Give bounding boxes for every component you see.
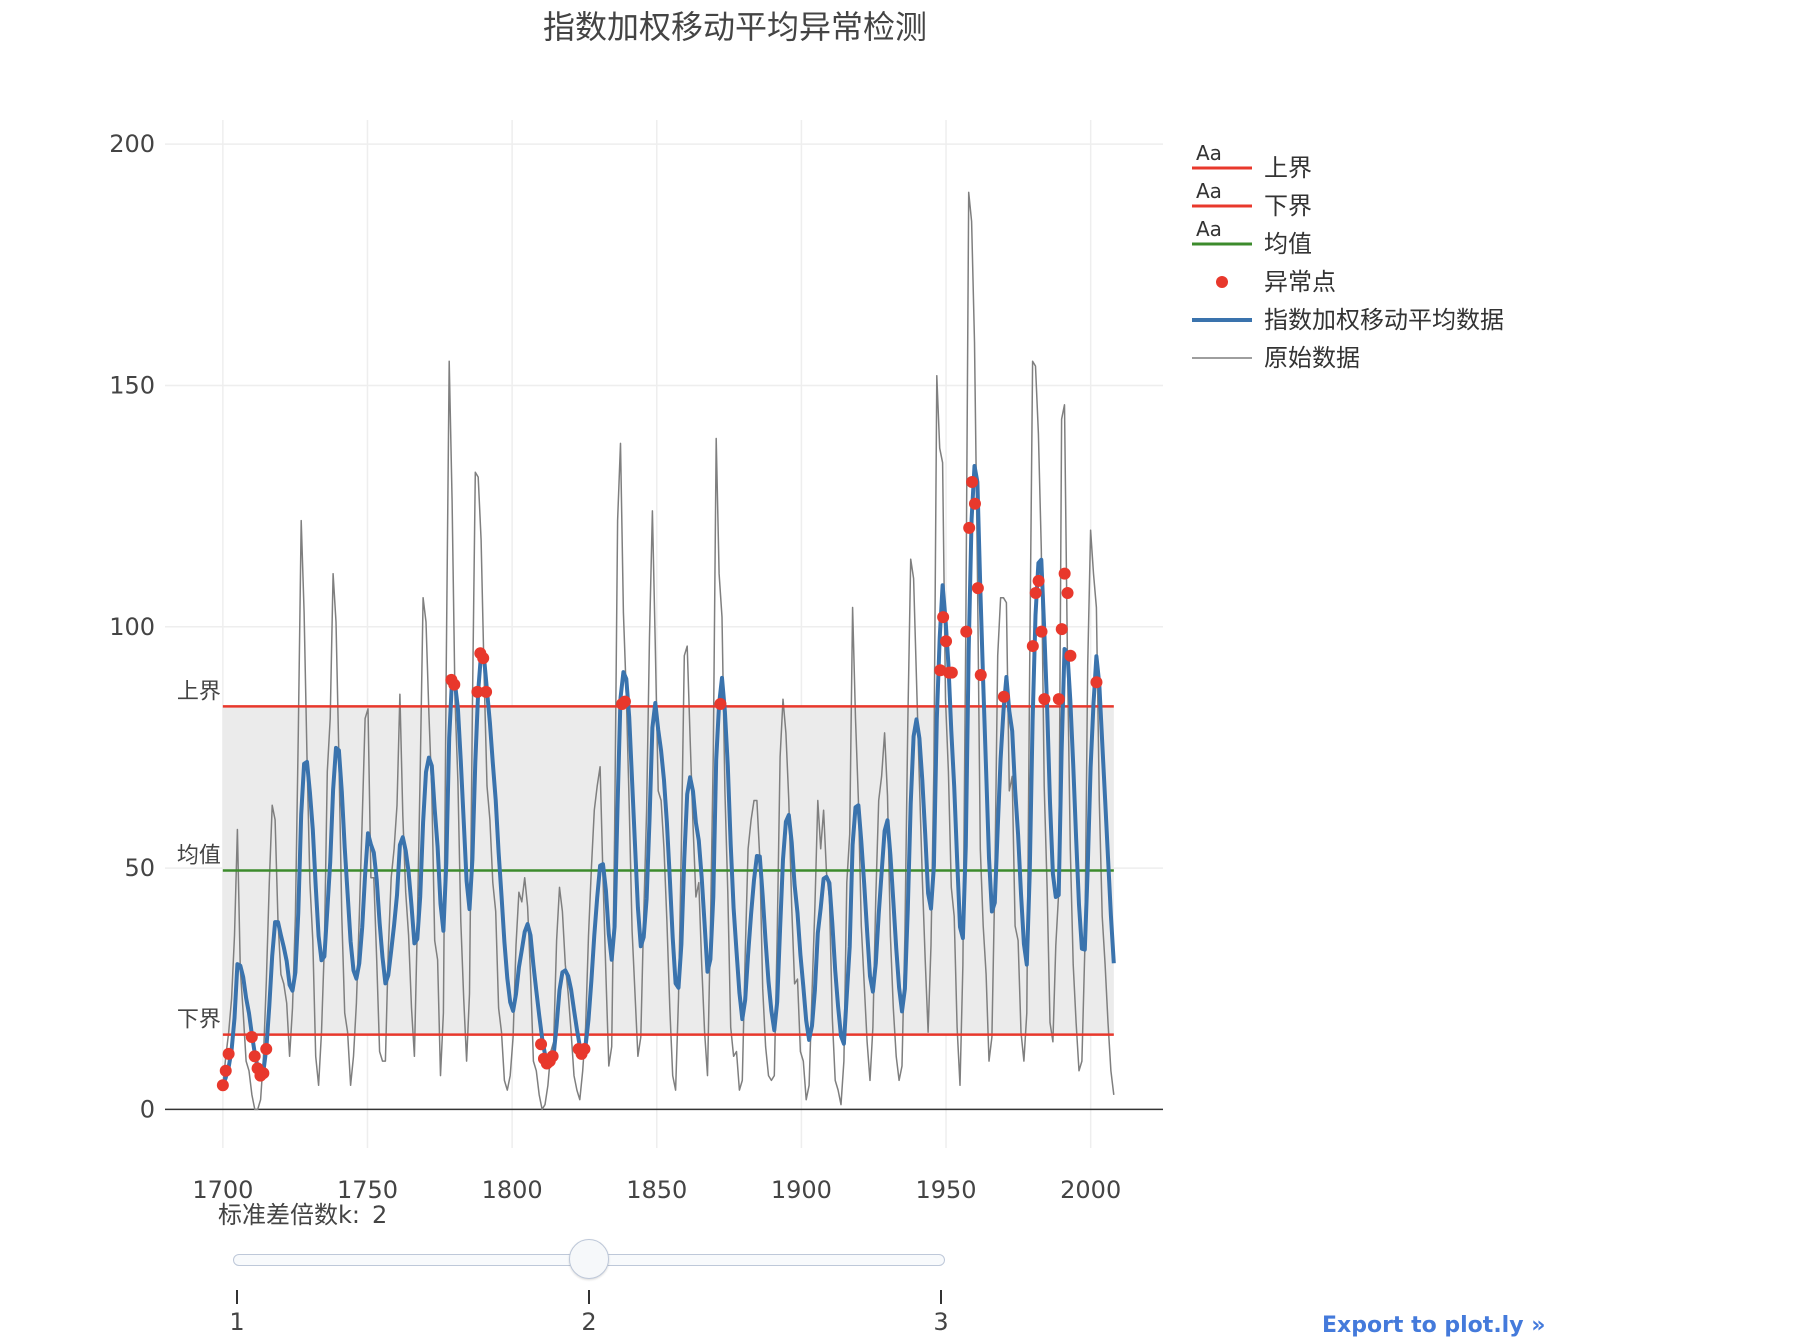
anomaly-point bbox=[1026, 640, 1039, 653]
anomaly-point bbox=[937, 611, 950, 624]
legend-swatch-marker bbox=[1216, 276, 1228, 288]
y-tick-label: 150 bbox=[109, 371, 155, 399]
slider-tick-2 bbox=[588, 1290, 590, 1304]
legend-label: 下界 bbox=[1264, 192, 1312, 220]
upper-bound-annotation: 上界 bbox=[177, 679, 221, 704]
legend-label: 指数加权移动平均数据 bbox=[1264, 306, 1504, 334]
y-tick-label: 100 bbox=[109, 613, 155, 641]
anomaly-point bbox=[966, 475, 979, 488]
ewma-line bbox=[221, 464, 1116, 1086]
slider-value: 2 bbox=[371, 1201, 388, 1229]
slider-label-text: 标准差倍数k: bbox=[218, 1201, 360, 1229]
anomaly-point bbox=[1038, 693, 1051, 706]
anomaly-point bbox=[245, 1030, 258, 1043]
anomaly-point bbox=[1061, 586, 1074, 599]
anomaly-point bbox=[257, 1067, 270, 1080]
x-tick-label: 1950 bbox=[916, 1176, 977, 1204]
anomaly-point bbox=[248, 1050, 261, 1063]
legend-swatch-text: Aa bbox=[1196, 141, 1222, 165]
anomaly-point bbox=[578, 1043, 591, 1056]
anomaly-point bbox=[997, 690, 1010, 703]
slider-tick-label-1[interactable]: 1 bbox=[229, 1308, 245, 1336]
slider-tick-label-3[interactable]: 3 bbox=[933, 1308, 949, 1336]
anomaly-point bbox=[1090, 676, 1103, 689]
anomaly-point bbox=[471, 685, 484, 698]
legend-label: 上界 bbox=[1264, 154, 1312, 182]
anomaly-point bbox=[968, 497, 981, 510]
legend-swatch-text: Aa bbox=[1196, 179, 1222, 203]
y-tick-label: 50 bbox=[124, 854, 155, 882]
anomaly-point bbox=[535, 1038, 548, 1051]
slider-tick-label-2[interactable]: 2 bbox=[581, 1308, 597, 1336]
anomaly-point bbox=[618, 695, 631, 708]
mean-annotation: 均值 bbox=[177, 843, 221, 868]
chart-title: 指数加权移动平均异常检测 bbox=[542, 8, 927, 46]
x-tick-label: 1750 bbox=[337, 1176, 398, 1204]
y-tick-label: 0 bbox=[140, 1095, 155, 1123]
anomaly-point bbox=[222, 1047, 235, 1060]
x-tick-label: 1900 bbox=[771, 1176, 832, 1204]
anomaly-point bbox=[448, 678, 461, 691]
anomaly-point bbox=[1032, 574, 1045, 587]
anomaly-point bbox=[546, 1050, 559, 1063]
y-tick-label: 200 bbox=[109, 130, 155, 158]
anomaly-point bbox=[940, 635, 953, 648]
x-tick-label: 1800 bbox=[482, 1176, 543, 1204]
anomaly-point bbox=[480, 685, 493, 698]
anomaly-point bbox=[1029, 586, 1042, 599]
legend-label: 原始数据 bbox=[1264, 344, 1360, 372]
anomaly-point bbox=[963, 521, 976, 534]
anomaly-point bbox=[1035, 625, 1048, 638]
anomaly-point bbox=[477, 652, 490, 665]
anomaly-point bbox=[714, 697, 727, 710]
anomaly-point bbox=[1055, 623, 1068, 636]
anomaly-point bbox=[260, 1043, 273, 1056]
anomaly-point bbox=[945, 666, 958, 679]
x-tick-label: 1700 bbox=[192, 1176, 253, 1204]
slider-label: 标准差倍数k: 2 bbox=[218, 1195, 387, 1230]
raw-data-line bbox=[222, 191, 1115, 1111]
x-tick-label: 1850 bbox=[626, 1176, 687, 1204]
x-tick-label: 2000 bbox=[1060, 1176, 1121, 1204]
anomaly-point bbox=[219, 1064, 232, 1077]
anomaly-point bbox=[974, 669, 987, 682]
lower-bound-annotation: 下界 bbox=[177, 1008, 221, 1033]
slider-tick-3 bbox=[940, 1290, 942, 1304]
anomaly-point bbox=[960, 625, 973, 638]
export-link[interactable]: Export to plot.ly » bbox=[1322, 1313, 1546, 1338]
legend-label: 均值 bbox=[1264, 230, 1312, 258]
anomaly-point bbox=[1052, 693, 1065, 706]
anomaly-point bbox=[971, 582, 984, 595]
anomaly-point bbox=[1064, 649, 1077, 662]
legend-label: 异常点 bbox=[1264, 268, 1336, 296]
legend-swatch-text: Aa bbox=[1196, 217, 1222, 241]
slider-tick-1 bbox=[236, 1290, 238, 1304]
anomaly-point bbox=[216, 1079, 229, 1092]
slider-handle[interactable] bbox=[569, 1239, 609, 1279]
anomaly-point bbox=[1058, 567, 1071, 580]
